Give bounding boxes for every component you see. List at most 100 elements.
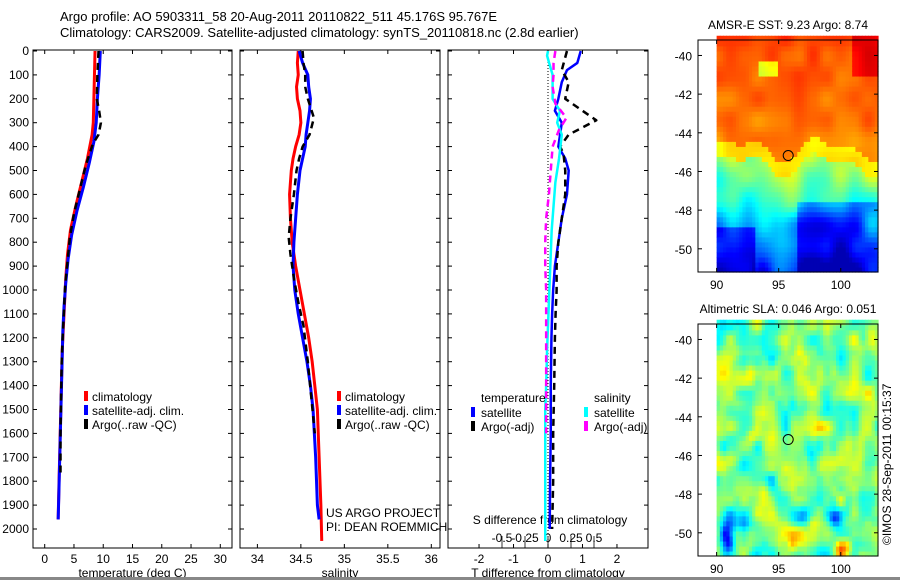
map-cell [845, 156, 850, 163]
map-cell [839, 151, 844, 157]
x-axis-label: T difference from climatology [471, 566, 625, 580]
map-cell [806, 550, 811, 557]
map-cell [781, 196, 785, 203]
map-cell [855, 500, 860, 507]
map-cell [758, 60, 763, 67]
map-cell [752, 151, 756, 157]
map-cell [768, 475, 773, 482]
map-cell [719, 60, 724, 67]
map-cell [777, 525, 782, 532]
map-cell [810, 221, 815, 228]
map-cell [790, 131, 795, 137]
map-cell [739, 60, 744, 67]
map-cell [848, 460, 853, 467]
map-cell [803, 475, 808, 482]
map-cell [868, 70, 873, 77]
map-cell [761, 430, 766, 436]
map-cell [836, 101, 840, 107]
map-cell [761, 410, 766, 416]
map-cell [813, 380, 818, 386]
map-cell [810, 435, 815, 441]
map-cell [771, 141, 776, 147]
map-cell [871, 116, 876, 122]
map-cell [819, 450, 824, 457]
map-cell [839, 470, 844, 477]
map-cell [848, 465, 853, 472]
map-cell [816, 261, 821, 268]
map-cell [739, 359, 744, 366]
map-cell [742, 324, 747, 331]
map-cell [777, 191, 782, 198]
map-cell [848, 530, 853, 537]
map-cell [803, 390, 808, 396]
map-cell [777, 460, 782, 467]
map-cell [758, 256, 763, 263]
map-cell [771, 530, 776, 537]
map-cell [855, 266, 860, 273]
map-cell [852, 390, 857, 396]
map-cell [829, 550, 834, 557]
map-cell [848, 201, 853, 208]
map-cell [787, 425, 792, 431]
map-cell [768, 525, 773, 532]
map-cell [768, 181, 773, 188]
map-cell [765, 75, 769, 82]
map-cell [774, 261, 779, 268]
map-cell [823, 226, 827, 233]
map-cell [813, 525, 818, 532]
map-cell [765, 530, 769, 537]
map-cell [852, 65, 857, 72]
map-cell [716, 80, 721, 87]
map-cell [810, 216, 815, 223]
map-cell [790, 146, 795, 152]
map-cell [839, 231, 844, 238]
map-cell [752, 420, 756, 426]
map-cell [819, 470, 824, 477]
map-cell [742, 226, 747, 233]
map-cell [726, 375, 731, 381]
map-cell [787, 470, 792, 477]
map-cell [855, 186, 860, 193]
map-cell [787, 166, 792, 173]
map-cell [794, 385, 798, 391]
map-cell [748, 540, 753, 547]
map-cell [813, 201, 818, 208]
map-cell [797, 359, 802, 366]
map-cell [852, 35, 857, 42]
map-cell [774, 91, 779, 97]
map-cell [771, 359, 776, 366]
map-cell [848, 490, 853, 497]
map-cell [845, 445, 850, 452]
map-cell [816, 520, 821, 527]
map-cell [806, 266, 811, 273]
map-cell [813, 266, 818, 273]
map-cell [829, 50, 834, 57]
map-cell [768, 415, 773, 421]
map-cell [823, 166, 827, 173]
map-cell [761, 359, 766, 366]
series-line-satellite-adj-clim- [291, 50, 321, 520]
map-cell [758, 445, 763, 452]
map-cell [781, 535, 785, 542]
map-cell [823, 221, 827, 228]
map-cell [790, 40, 795, 47]
map-cell [842, 495, 847, 502]
map-cell [719, 121, 724, 127]
map-cell [765, 201, 769, 208]
map-cell [842, 465, 847, 472]
map-cell [832, 116, 837, 122]
map-cell [765, 425, 769, 431]
map-cell [729, 70, 734, 77]
map-cell [768, 211, 773, 218]
map-cell [781, 500, 785, 507]
map-cell [748, 151, 753, 157]
map-cell [848, 480, 853, 487]
map-cell [871, 86, 876, 92]
map-cell [823, 390, 827, 396]
map-cell [855, 196, 860, 203]
map-cell [858, 176, 863, 183]
legend-label: Argo(..raw -QC) [345, 418, 430, 432]
map-cell [784, 435, 789, 441]
map-cell [865, 196, 869, 203]
map-cell [765, 395, 769, 401]
